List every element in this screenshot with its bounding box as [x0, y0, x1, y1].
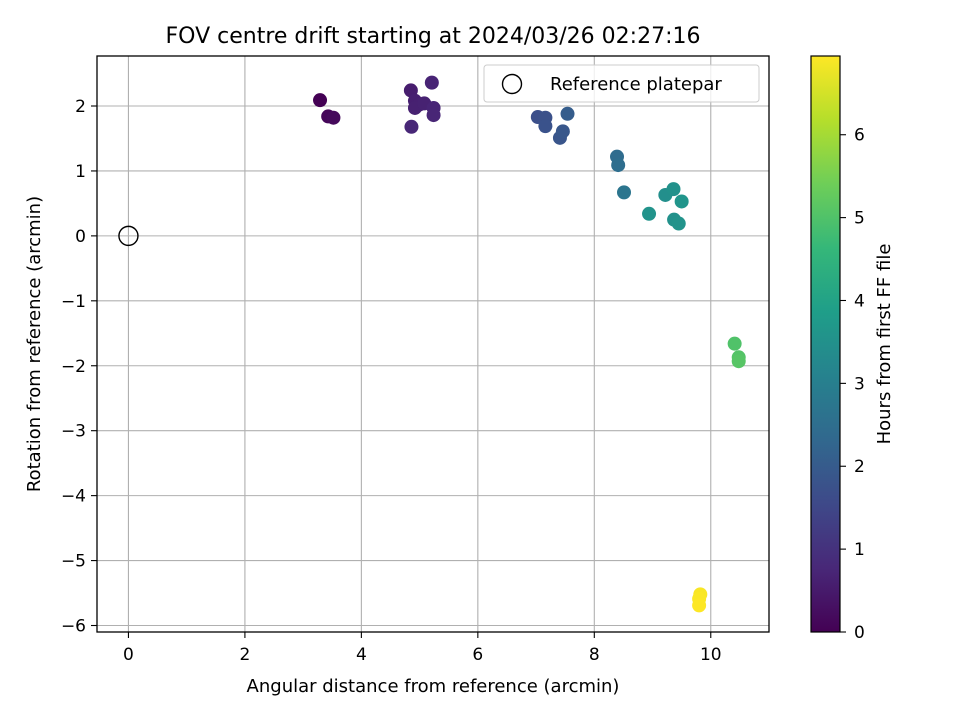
x-tick-label: 0 — [123, 645, 134, 665]
legend: Reference platepar — [483, 64, 760, 103]
data-point — [313, 93, 328, 108]
plot-frame — [96, 55, 770, 633]
data-point — [642, 206, 657, 221]
data-point — [424, 75, 439, 90]
colorbar-frame — [810, 55, 841, 633]
x-tick-label: 10 — [700, 645, 722, 665]
legend-entry-label: Reference platepar — [550, 74, 722, 95]
y-tick-label: −2 — [61, 357, 86, 377]
reference-marker — [118, 225, 139, 247]
x-tick-label: 8 — [589, 645, 600, 665]
y-tick-label: −6 — [61, 617, 86, 637]
colorbar-tick-label: 1 — [854, 540, 865, 560]
data-point — [326, 110, 341, 125]
data-point — [666, 182, 681, 197]
data-point — [674, 194, 689, 209]
colorbar-tick-label: 4 — [854, 291, 865, 311]
colorbar-ticks: 0 1 2 3 4 5 6 — [840, 126, 865, 643]
colorbar: 0 1 2 3 4 5 6 Hours from first FF file — [810, 55, 895, 643]
data-point — [555, 124, 570, 139]
y-axis-ticks: 2 1 0 −1 −2 −3 −4 −5 −6 — [61, 97, 97, 637]
grid-lines — [97, 56, 769, 632]
data-points — [313, 75, 746, 613]
x-tick-label: 2 — [239, 645, 250, 665]
data-point — [560, 106, 575, 121]
x-axis-label: Angular distance from reference (arcmin) — [247, 676, 620, 697]
y-tick-label: 1 — [75, 162, 86, 182]
data-point — [671, 216, 686, 231]
data-point — [692, 598, 707, 613]
data-point — [617, 185, 632, 200]
x-tick-label: 6 — [472, 645, 483, 665]
data-point — [426, 108, 441, 123]
data-point — [611, 158, 626, 173]
y-tick-label: −5 — [61, 552, 86, 572]
data-point — [727, 336, 742, 351]
colorbar-tick-label: 6 — [854, 126, 865, 146]
colorbar-tick-label: 5 — [854, 209, 865, 229]
colorbar-gradient — [811, 56, 840, 632]
y-tick-label: 0 — [75, 227, 86, 247]
data-point — [538, 119, 553, 134]
x-axis-ticks: 0 2 4 6 8 10 — [123, 632, 722, 665]
data-point — [404, 119, 419, 134]
colorbar-tick-label: 2 — [854, 457, 865, 477]
y-tick-label: 2 — [75, 97, 86, 117]
colorbar-tick-label: 0 — [854, 623, 865, 643]
reference-platepar-point — [118, 225, 139, 247]
legend-box — [483, 64, 760, 103]
y-tick-label: −4 — [61, 487, 86, 507]
y-axis-label: Rotation from reference (arcmin) — [24, 196, 45, 492]
x-tick-label: 4 — [356, 645, 367, 665]
colorbar-label: Hours from first FF file — [874, 244, 895, 445]
y-tick-label: −1 — [61, 292, 86, 312]
y-tick-label: −3 — [61, 422, 86, 442]
data-point — [731, 354, 746, 369]
colorbar-tick-label: 3 — [854, 374, 865, 394]
legend-marker-icon — [501, 73, 523, 95]
chart-title: FOV centre drift starting at 2024/03/26 … — [166, 24, 701, 49]
